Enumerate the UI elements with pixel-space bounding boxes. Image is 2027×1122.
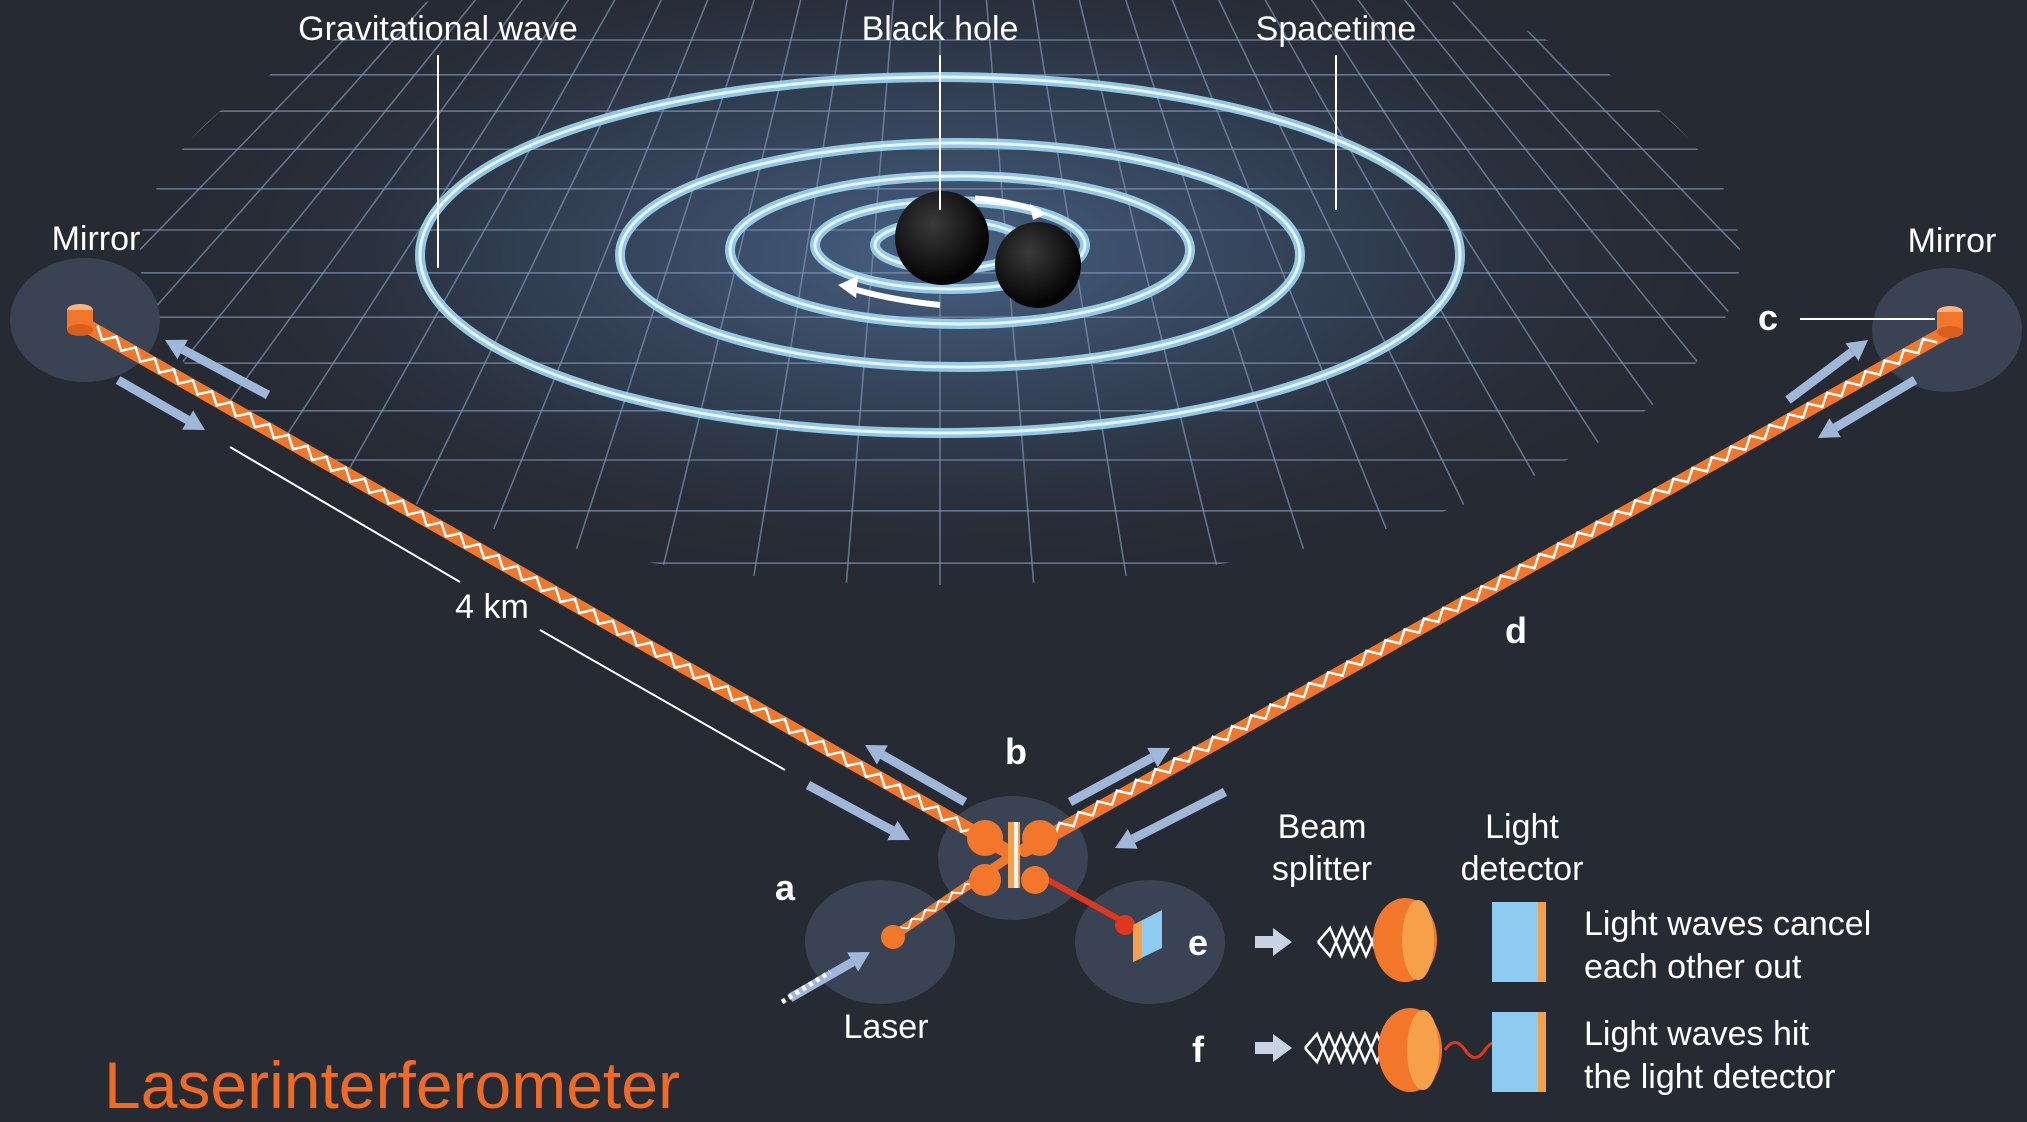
black-hole-2 (995, 222, 1081, 308)
marker-a: a (775, 867, 796, 908)
legend-cancel-line-1: Light waves cancel (1584, 905, 1871, 943)
orbit-arrow-top-head-icon (1030, 204, 1046, 220)
legend-light-detector-line-2: detector (1461, 850, 1584, 888)
legend-beam-splitter-line-2: splitter (1272, 850, 1372, 888)
grid-line (140, 0, 461, 585)
grid-line (1419, 0, 1740, 585)
distance-line-upper (229, 446, 461, 583)
orbit-arrow-bottom-icon (849, 285, 941, 308)
grid-line (1379, 0, 1740, 585)
label-laser: Laser (843, 1008, 928, 1046)
grid-line (464, 0, 741, 585)
label-distance: 4 km (455, 588, 529, 626)
grid-line (1099, 0, 1321, 585)
legend-hit-line-2: the light detector (1584, 1058, 1835, 1096)
grid-line (749, 0, 861, 585)
distance-line-lower (539, 629, 786, 771)
wave-ring-core (618, 141, 1302, 369)
label-gravitational-wave: Gravitational wave (298, 10, 578, 48)
legend-beam-splitter-line-1: Beam (1278, 808, 1367, 846)
grid-line (559, 0, 781, 585)
marker-f: f (1192, 1029, 1205, 1070)
grid-line (1139, 0, 1416, 585)
legend-hit-splitter-icon (1378, 1008, 1442, 1092)
grid-line (369, 0, 701, 585)
legend-cancel-splitter-icon (1373, 898, 1437, 982)
marker-d: d (1505, 610, 1527, 651)
motion-arrow-icon (805, 781, 910, 841)
legend-hit-line-1: Light waves hit (1584, 1015, 1809, 1053)
legend-cancel-arrow-icon (1255, 928, 1292, 956)
laser-arm-right (1018, 323, 1957, 857)
grid-line (844, 0, 901, 585)
mirror-right-icon (1937, 306, 1963, 338)
grid-line (140, 0, 541, 585)
laser-source-icon (881, 925, 905, 949)
motion-arrow-icon (865, 745, 968, 806)
marker-c: c (1758, 297, 1778, 338)
black-hole-1 (895, 191, 989, 285)
mirror-left-icon (67, 304, 93, 336)
grid-line (1179, 0, 1511, 585)
gravitational-wave-rings (415, 72, 1465, 438)
legend-cancel-line-2: each other out (1584, 948, 1802, 986)
grid-line (140, 0, 501, 585)
label-mirror-right: Mirror (1908, 222, 1997, 260)
legend-cancel-detector-icon (1492, 902, 1546, 982)
motion-arrow-icon (1067, 747, 1170, 806)
grid-line (1059, 0, 1226, 585)
motion-arrow-icon (787, 952, 870, 1002)
laser-arm-left (73, 315, 1012, 857)
label-spacetime: Spacetime (1256, 10, 1417, 48)
legend-hit-arrow-icon (1255, 1034, 1292, 1062)
light-detector-small-icon (1115, 910, 1162, 962)
marker-e: e (1188, 922, 1208, 963)
laser-input-dashes (780, 969, 832, 1005)
legend-light-detector-line-1: Light (1485, 808, 1559, 846)
page-title: Laserinterferometer (104, 1048, 680, 1122)
motion-arrow-icon (1115, 787, 1228, 849)
label-mirror-left: Mirror (52, 220, 141, 258)
motion-arrows (115, 339, 1918, 1002)
motion-arrow-icon (115, 376, 205, 430)
laser-pad (805, 880, 955, 1004)
grid-line (1339, 0, 1740, 585)
marker-b: b (1005, 731, 1027, 772)
legend-hit-detector-icon (1492, 1012, 1546, 1092)
motion-arrow-icon (165, 339, 271, 399)
beam-splitter-icon (967, 820, 1058, 896)
motion-arrow-icon (1818, 376, 1918, 438)
label-black-hole: Black hole (862, 10, 1019, 48)
motion-arrow-icon (1785, 340, 1868, 404)
wave-ring-core (728, 174, 1192, 326)
orbit-arrow-bottom-head-icon (838, 276, 858, 298)
